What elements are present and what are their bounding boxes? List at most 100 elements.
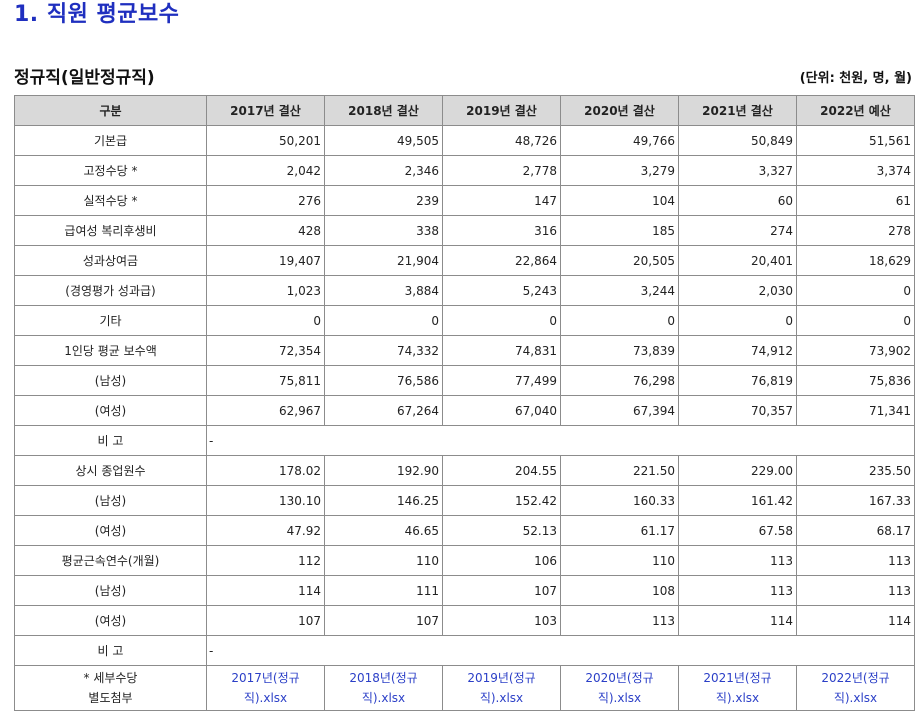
attachment-row: * 세부수당 별도첨부 2017년(정규 직).xlsx 2018년(정규 직).xlsx… bbox=[14, 665, 915, 711]
table-cell: 114 bbox=[206, 575, 325, 606]
table-cell: 75,836 bbox=[796, 365, 915, 396]
row-label: 기타 bbox=[14, 305, 207, 336]
table-cell: 0 bbox=[560, 305, 679, 336]
table-row: (남성) 75,811 76,586 77,499 76,298 76,819 75,836 bbox=[14, 365, 915, 396]
table-cell: 2,346 bbox=[324, 155, 443, 186]
row-label: (남성) bbox=[14, 365, 207, 396]
attachment-file-line2[interactable]: 직).xlsx bbox=[597, 691, 642, 705]
table-cell: 46.65 bbox=[324, 515, 443, 546]
attachment-file-line1[interactable]: 2018년(정규 bbox=[349, 671, 418, 685]
attachment-file-line1[interactable]: 2017년(정규 bbox=[231, 671, 300, 685]
table-cell: 229.00 bbox=[678, 455, 797, 486]
table-cell: 112 bbox=[206, 545, 325, 576]
table-cell: 76,298 bbox=[560, 365, 679, 396]
table-cell: 0 bbox=[442, 305, 561, 336]
table-cell: 161.42 bbox=[678, 485, 797, 516]
remark-row: 비 고- bbox=[14, 425, 915, 456]
attachment-file-line2[interactable]: 직).xlsx bbox=[479, 691, 524, 705]
table-cell: 107 bbox=[324, 605, 443, 636]
table-cell: 428 bbox=[206, 215, 325, 246]
table-cell: 49,766 bbox=[560, 125, 679, 156]
table-cell: 103 bbox=[442, 605, 561, 636]
page-title: 1. 직원 평균보수 bbox=[14, 2, 180, 27]
table-cell: 20,505 bbox=[560, 245, 679, 276]
row-label: (남성) bbox=[14, 575, 207, 606]
remark-value: - bbox=[206, 425, 915, 456]
table-cell: 146.25 bbox=[324, 485, 443, 516]
table-cell: 192.90 bbox=[324, 455, 443, 486]
table-cell: 1,023 bbox=[206, 275, 325, 306]
table-row: 평균근속연수(개월) 112 110 106 110 113 113 bbox=[14, 545, 915, 576]
table-cell: 60 bbox=[678, 185, 797, 216]
table-cell: 74,332 bbox=[324, 335, 443, 366]
table-cell: 152.42 bbox=[442, 485, 561, 516]
table-cell: 50,201 bbox=[206, 125, 325, 156]
table-cell: 204.55 bbox=[442, 455, 561, 486]
table-cell: 114 bbox=[796, 605, 915, 636]
remark-row: 비 고- bbox=[14, 635, 915, 666]
table-cell: 113 bbox=[678, 575, 797, 606]
table-cell: 22,864 bbox=[442, 245, 561, 276]
table-cell: 70,357 bbox=[678, 395, 797, 426]
attachment-file-line1[interactable]: 2020년(정규 bbox=[585, 671, 654, 685]
table-cell: 235.50 bbox=[796, 455, 915, 486]
table-cell: 221.50 bbox=[560, 455, 679, 486]
table-cell: 104 bbox=[560, 185, 679, 216]
column-header-2018: 2018년 결산 bbox=[324, 95, 443, 126]
attachment-file-line1[interactable]: 2022년(정규 bbox=[821, 671, 890, 685]
table-cell: 75,811 bbox=[206, 365, 325, 396]
table-cell: 114 bbox=[678, 605, 797, 636]
table-row: (여성) 62,967 67,264 67,040 67,394 70,357 71,341 bbox=[14, 395, 915, 426]
column-header-2022: 2022년 예산 bbox=[796, 95, 915, 126]
table-cell: 113 bbox=[560, 605, 679, 636]
attachment-file-line2[interactable]: 직).xlsx bbox=[833, 691, 878, 705]
table-cell: 72,354 bbox=[206, 335, 325, 366]
table-row: (남성) 114 111 107 108 113 113 bbox=[14, 575, 915, 606]
table-cell: 18,629 bbox=[796, 245, 915, 276]
table-cell: 0 bbox=[206, 305, 325, 336]
attachment-file-line2[interactable]: 직).xlsx bbox=[361, 691, 406, 705]
row-label: (여성) bbox=[14, 605, 207, 636]
table-row: 성과상여금 19,407 21,904 22,864 20,505 20,401 18,62… bbox=[14, 245, 915, 276]
row-label: (남성) bbox=[14, 485, 207, 516]
table-row: 상시 종업원수 178.02 192.90 204.55 221.50 229.00 235… bbox=[14, 455, 915, 486]
table-cell: 74,912 bbox=[678, 335, 797, 366]
row-label: 실적수당 * bbox=[14, 185, 207, 216]
table-cell: 338 bbox=[324, 215, 443, 246]
attachment-file-line2[interactable]: 직).xlsx bbox=[715, 691, 760, 705]
remark-label: 비 고 bbox=[14, 635, 207, 666]
attachment-label-line2: 별도첨부 bbox=[88, 691, 133, 705]
table-row: 실적수당 * 276 239 147 104 60 61 bbox=[14, 185, 915, 216]
table-cell: 61.17 bbox=[560, 515, 679, 546]
table-cell: 185 bbox=[560, 215, 679, 246]
row-label: (경영평가 성과급) bbox=[14, 275, 207, 306]
table-cell: 48,726 bbox=[442, 125, 561, 156]
table-cell: 130.10 bbox=[206, 485, 325, 516]
attachment-file-line2[interactable]: 직).xlsx bbox=[243, 691, 288, 705]
remark-value: - bbox=[206, 635, 915, 666]
table-row: 기타 0 0 0 0 0 0 bbox=[14, 305, 915, 336]
row-label: 급여성 복리후생비 bbox=[14, 215, 207, 246]
row-label: (여성) bbox=[14, 395, 207, 426]
attachment-file-line1[interactable]: 2019년(정규 bbox=[467, 671, 536, 685]
row-label: 성과상여금 bbox=[14, 245, 207, 276]
table-cell: 52.13 bbox=[442, 515, 561, 546]
table-cell: 316 bbox=[442, 215, 561, 246]
table-cell: 62,967 bbox=[206, 395, 325, 426]
table-cell: 178.02 bbox=[206, 455, 325, 486]
table-cell: 278 bbox=[796, 215, 915, 246]
row-label: 평균근속연수(개월) bbox=[14, 545, 207, 576]
attachment-file-line1[interactable]: 2021년(정규 bbox=[703, 671, 772, 685]
column-header-2021: 2021년 결산 bbox=[678, 95, 797, 126]
table-cell: 67.58 bbox=[678, 515, 797, 546]
